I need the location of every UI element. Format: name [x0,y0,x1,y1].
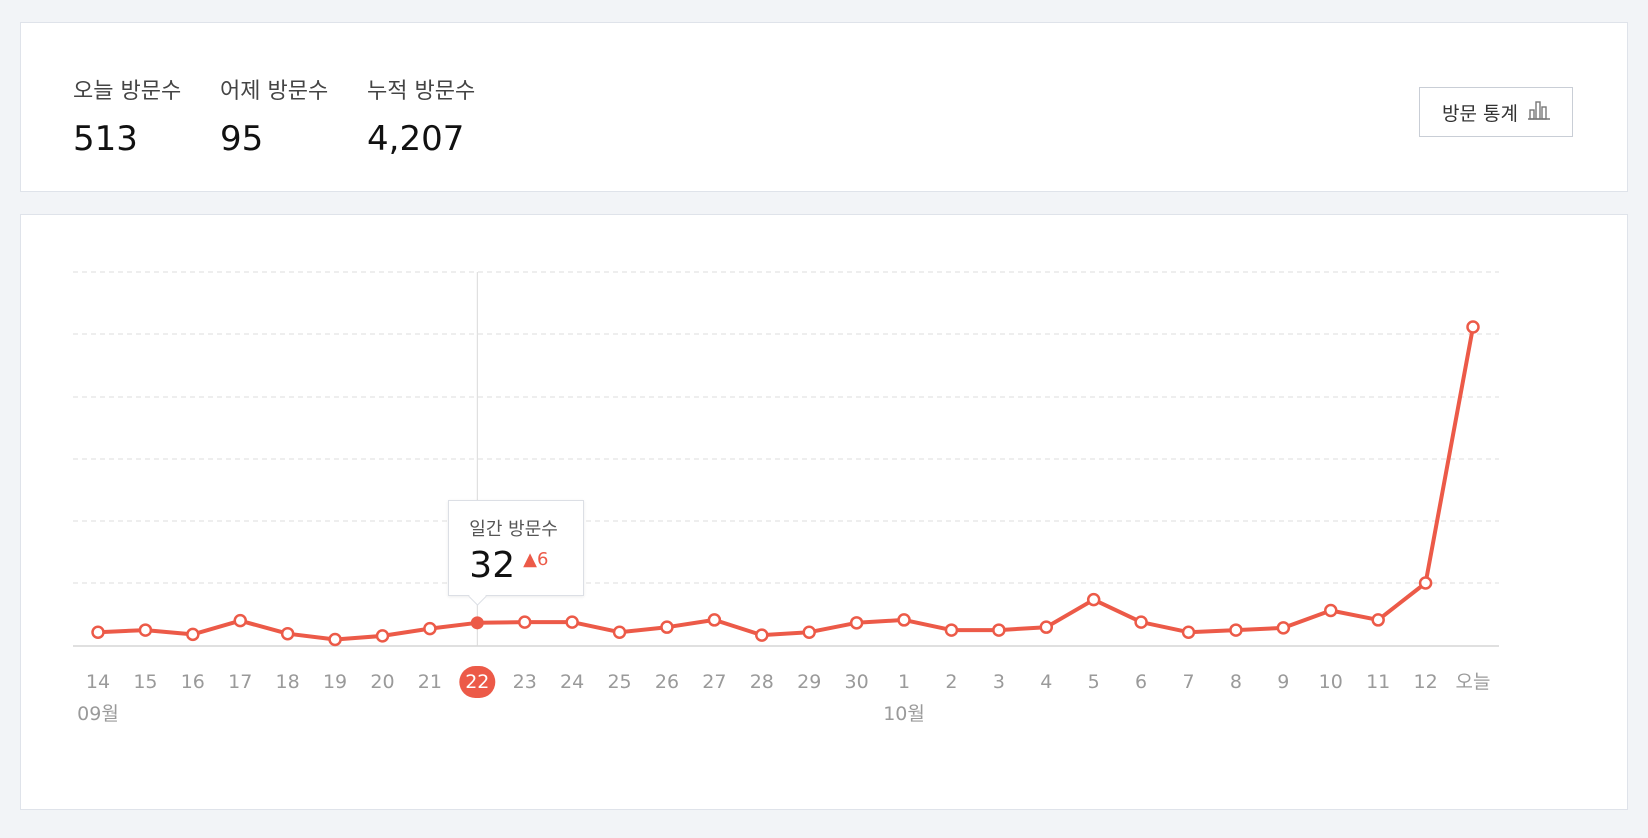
series-line [97,326,1475,642]
x-tick-label: 30 [845,671,869,693]
data-point [1418,576,1433,590]
data-point [707,613,722,627]
total-visits-value: 4,207 [367,119,465,159]
x-tick-label: 20 [370,671,394,693]
data-point [1371,613,1385,627]
x-tick-label: 18 [276,671,300,693]
data-point [612,625,627,639]
x-tick-label: 11 [1366,671,1390,693]
x-tick-label: 14 [86,671,110,693]
data-point [1039,620,1054,634]
x-tick-label: 17 [228,671,252,693]
data-point [423,621,437,636]
tooltip-label: 일간 방문수 [469,518,558,540]
data-point [328,632,342,647]
x-tick-label: 25 [607,671,631,693]
x-tick-label: 28 [750,671,774,693]
data-point [1181,625,1196,639]
x-tick-label: 29 [797,671,821,693]
daily-visits-tooltip: 일간 방문수 32 ▲6 [448,499,585,596]
data-point [565,615,579,629]
x-tick-label: 8 [1230,671,1242,693]
data-point [849,616,864,630]
data-point [660,620,674,634]
x-tick-label: 21 [418,671,442,693]
x-tick-label: 5 [1088,671,1100,693]
data-point [233,613,247,628]
yesterday-visits-stat: 어제 방문수 95 [220,73,328,159]
yesterday-visits-value: 95 [220,119,264,159]
tooltip-value: 32 [469,544,516,586]
data-point [992,623,1006,637]
x-tick-label: 15 [133,671,157,693]
daily-visits-chart: 14 15 16 17 18 19 20 21 22 23 24 25 26 27 28 29 30 1 2 3 4 5 6… [73,271,1499,725]
x-tick-label: 2 [945,671,957,693]
today-visits-value: 513 [73,119,138,159]
data-point [375,629,390,643]
x-tick-label: 1 [898,671,910,693]
data-point [1324,603,1338,618]
data-point-highlighted [470,616,484,630]
x-tick-label: 오늘 [1456,671,1491,693]
data-point [944,623,959,637]
visit-summary-card: 오늘 방문수 513 어제 방문수 95 누적 방문수 4,207 방문 통계 [20,22,1628,192]
today-visits-stat: 오늘 방문수 513 [73,73,181,159]
data-point [897,613,911,627]
x-tick-label: 4 [1040,671,1052,693]
data-point [1229,623,1243,637]
data-point [1466,320,1480,334]
data-point [1086,592,1101,607]
today-visits-label: 오늘 방문수 [73,79,182,104]
data-point [1276,621,1291,635]
data-point [280,626,295,641]
month-label: 10월 [883,703,925,725]
x-tick-label: 27 [702,671,726,693]
x-tick-label: 12 [1413,671,1437,693]
tooltip-delta: ▲6 [523,548,549,570]
active-date-badge [459,666,496,698]
total-visits-stat: 누적 방문수 4,207 [367,73,475,159]
x-tick-label: 23 [513,671,537,693]
x-tick-label: 19 [323,671,347,693]
x-tick-label: 6 [1135,671,1147,693]
data-point [755,628,769,642]
visit-stats-button-label: 방문 통계 [1442,102,1518,125]
x-tick-label: 7 [1182,671,1194,693]
x-tick-label: 16 [181,671,205,693]
x-tick-label: 24 [560,671,584,693]
data-point [517,615,532,629]
x-tick-label: 10 [1319,671,1343,693]
data-point [138,623,153,637]
data-point [802,625,816,639]
x-tick-label: 9 [1277,671,1289,693]
bar-chart-icon [1528,100,1550,125]
visits-chart-card: 14 15 16 17 18 19 20 21 22 23 24 25 26 27 28 29 30 1 2 3 4 5 6… [20,214,1628,810]
month-label: 09월 [77,703,119,725]
data-point [186,627,200,642]
data-point [91,625,105,639]
x-tick-label: 22 [465,671,489,693]
total-visits-label: 누적 방문수 [367,79,476,104]
x-tick-label: 3 [993,671,1005,693]
visit-stats-button[interactable]: 방문 통계 [1419,87,1573,137]
data-point [1134,615,1148,629]
yesterday-visits-label: 어제 방문수 [220,79,329,104]
x-tick-label: 26 [655,671,679,693]
